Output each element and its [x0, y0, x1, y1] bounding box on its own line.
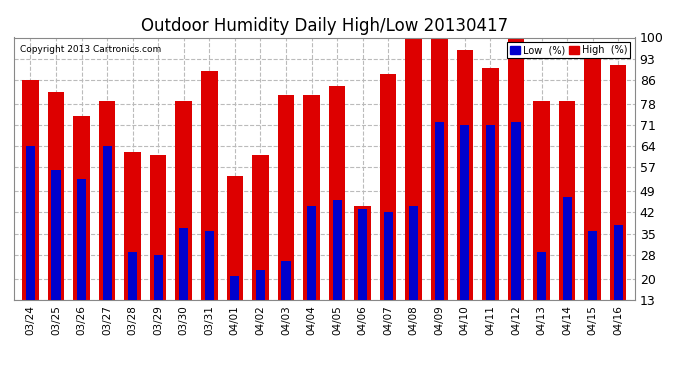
Bar: [179, 228, 188, 339]
Bar: [26, 146, 35, 339]
Bar: [613, 225, 623, 339]
Bar: [435, 122, 444, 339]
Bar: [460, 125, 469, 339]
Bar: [409, 207, 418, 339]
Bar: [128, 252, 137, 339]
Bar: [256, 270, 265, 339]
Bar: [201, 71, 217, 339]
Text: Copyright 2013 Cartronics.com: Copyright 2013 Cartronics.com: [20, 45, 161, 54]
Bar: [282, 261, 290, 339]
Bar: [51, 170, 61, 339]
Legend: Low  (%), High  (%): Low (%), High (%): [507, 42, 630, 58]
Bar: [303, 95, 320, 339]
Bar: [124, 152, 141, 339]
Bar: [384, 213, 393, 339]
Bar: [230, 276, 239, 339]
Bar: [22, 80, 39, 339]
Bar: [73, 116, 90, 339]
Bar: [307, 207, 316, 339]
Bar: [559, 101, 575, 339]
Bar: [154, 255, 163, 339]
Bar: [328, 86, 346, 339]
Bar: [537, 252, 546, 339]
Bar: [175, 101, 192, 339]
Title: Outdoor Humidity Daily High/Low 20130417: Outdoor Humidity Daily High/Low 20130417: [141, 16, 508, 34]
Bar: [150, 155, 166, 339]
Bar: [482, 68, 499, 339]
Bar: [533, 101, 550, 339]
Bar: [277, 95, 294, 339]
Bar: [226, 176, 243, 339]
Bar: [588, 231, 598, 339]
Bar: [252, 155, 268, 339]
Bar: [48, 92, 64, 339]
Bar: [431, 38, 448, 339]
Bar: [457, 50, 473, 339]
Bar: [486, 125, 495, 339]
Bar: [584, 58, 601, 339]
Bar: [99, 101, 115, 339]
Bar: [562, 197, 571, 339]
Bar: [358, 210, 367, 339]
Bar: [77, 179, 86, 339]
Bar: [103, 146, 112, 339]
Bar: [355, 207, 371, 339]
Bar: [380, 74, 397, 339]
Bar: [511, 122, 520, 339]
Bar: [333, 200, 342, 339]
Bar: [205, 231, 214, 339]
Bar: [508, 38, 524, 339]
Bar: [406, 38, 422, 339]
Bar: [610, 64, 627, 339]
